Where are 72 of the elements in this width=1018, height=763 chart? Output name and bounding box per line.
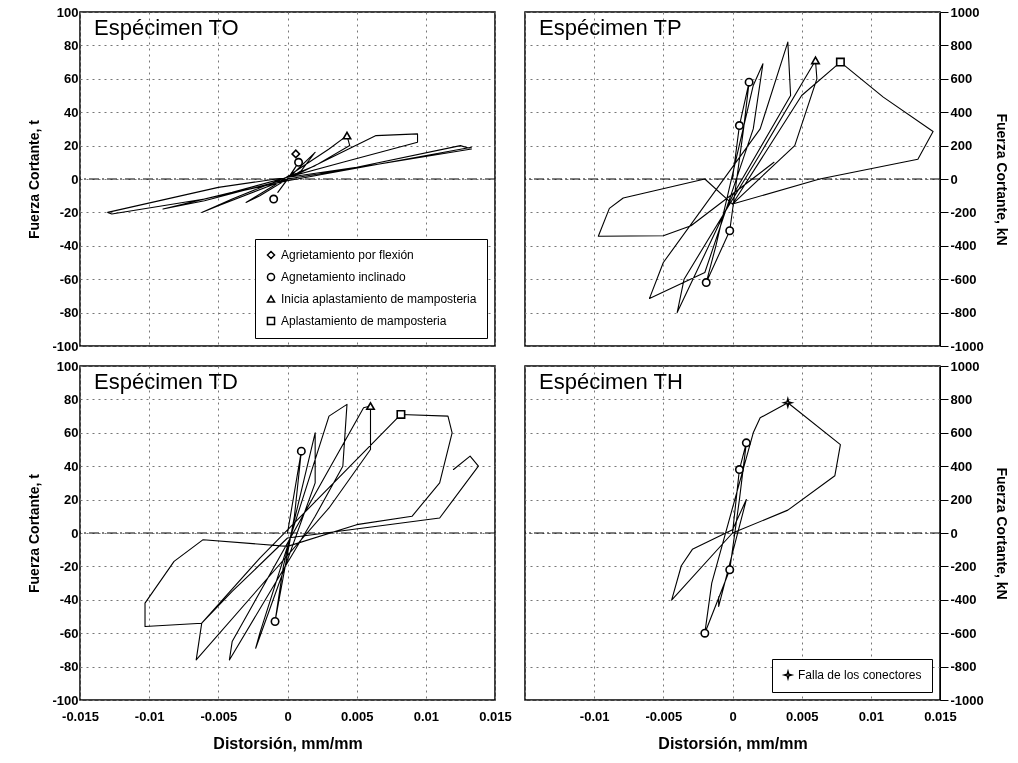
y2-tick-label: -1000 xyxy=(950,338,984,354)
y2-tick-label: 1000 xyxy=(950,4,980,20)
y-tick-label: 0 xyxy=(71,525,79,541)
x-tick-label: 0.01 xyxy=(858,708,884,724)
x-tick-label: 0 xyxy=(729,708,737,724)
chart-title: Espécimen TP xyxy=(539,15,682,40)
y-tick-label: -20 xyxy=(59,558,79,574)
x-tick-label: 0 xyxy=(284,708,292,724)
y-tick-label: -100 xyxy=(52,692,79,708)
y-tick-label: 100 xyxy=(56,4,79,20)
x-tick-label: -0.015 xyxy=(62,708,99,724)
y-tick-label: 40 xyxy=(64,458,79,474)
y2-tick-label: 400 xyxy=(950,458,973,474)
legend-label: Agnetamiento inclinado xyxy=(281,270,407,284)
y2-tick-label: -1000 xyxy=(950,692,984,708)
y2-tick-label: -600 xyxy=(950,271,977,287)
y-tick-label: 20 xyxy=(64,138,79,154)
y2-tick-label: -400 xyxy=(950,592,977,608)
y2-tick-label: 800 xyxy=(950,37,973,53)
y-tick-label: 80 xyxy=(64,37,79,53)
y-tick-label: 0 xyxy=(71,171,79,187)
y-tick-label: 80 xyxy=(64,391,79,407)
legend-label: Falla de los conectores xyxy=(798,668,922,682)
y2-tick-label: -400 xyxy=(950,238,977,254)
y-tick-label: -60 xyxy=(59,271,79,287)
y-tick-label: 60 xyxy=(64,71,79,87)
legend-label: Aplastamiento de mamposteria xyxy=(281,314,447,328)
legend-label: Inicia aplastamiento de mamposteria xyxy=(281,292,477,306)
y-tick-label: -60 xyxy=(59,625,79,641)
y2-tick-label: 200 xyxy=(950,138,973,154)
y2-tick-label: -800 xyxy=(950,659,977,675)
x-tick-label: -0.01 xyxy=(134,708,165,724)
x-axis-title: Distorsión, mm/mm xyxy=(658,734,808,752)
y2-tick-label: 200 xyxy=(950,492,973,508)
y2-axis-title: Fuerza Cortante, kN xyxy=(993,467,1010,600)
x-tick-label: -0.005 xyxy=(200,708,238,724)
y-tick-label: 100 xyxy=(56,358,79,374)
y-tick-label: 40 xyxy=(64,104,79,120)
y2-tick-label: 800 xyxy=(950,391,973,407)
y-axis-title: Fuerza Cortante, t xyxy=(26,119,43,240)
x-tick-label: 0.015 xyxy=(479,708,512,724)
x-tick-label: -0.005 xyxy=(645,708,683,724)
x-tick-label: 0.005 xyxy=(785,708,819,724)
y2-tick-label: 0 xyxy=(950,525,958,541)
y2-tick-label: 0 xyxy=(950,171,958,187)
x-axis-title: Distorsión, mm/mm xyxy=(213,734,363,752)
x-tick-label: 0.01 xyxy=(413,708,439,724)
legend-label: Agrietamiento por flexión xyxy=(281,248,414,262)
y-tick-label: -80 xyxy=(59,659,79,675)
y-tick-label: -40 xyxy=(59,592,79,608)
y2-tick-label: -200 xyxy=(950,204,977,220)
y-tick-label: -100 xyxy=(52,338,79,354)
y2-tick-label: -600 xyxy=(950,625,977,641)
y-tick-label: -20 xyxy=(59,204,79,220)
y2-tick-label: 600 xyxy=(950,71,973,87)
x-tick-label: 0.015 xyxy=(924,708,957,724)
y2-tick-label: 1000 xyxy=(950,358,980,374)
y-axis-title: Fuerza Cortante, t xyxy=(26,473,43,594)
x-tick-label: 0.005 xyxy=(340,708,374,724)
y2-tick-label: 600 xyxy=(950,425,973,441)
y-tick-label: 60 xyxy=(64,425,79,441)
y-tick-label: 20 xyxy=(64,492,79,508)
y2-tick-label: 400 xyxy=(950,104,973,120)
y-tick-label: -80 xyxy=(59,305,79,321)
y2-axis-title: Fuerza Cortante, kN xyxy=(993,113,1010,246)
y-tick-label: -40 xyxy=(59,238,79,254)
y2-tick-label: -200 xyxy=(950,558,977,574)
y2-tick-label: -800 xyxy=(950,305,977,321)
chart-title: Espécimen TD xyxy=(94,369,238,394)
chart-title: Espécimen TH xyxy=(539,369,683,394)
x-tick-label: -0.01 xyxy=(579,708,610,724)
chart-title: Espécimen TO xyxy=(94,15,239,40)
